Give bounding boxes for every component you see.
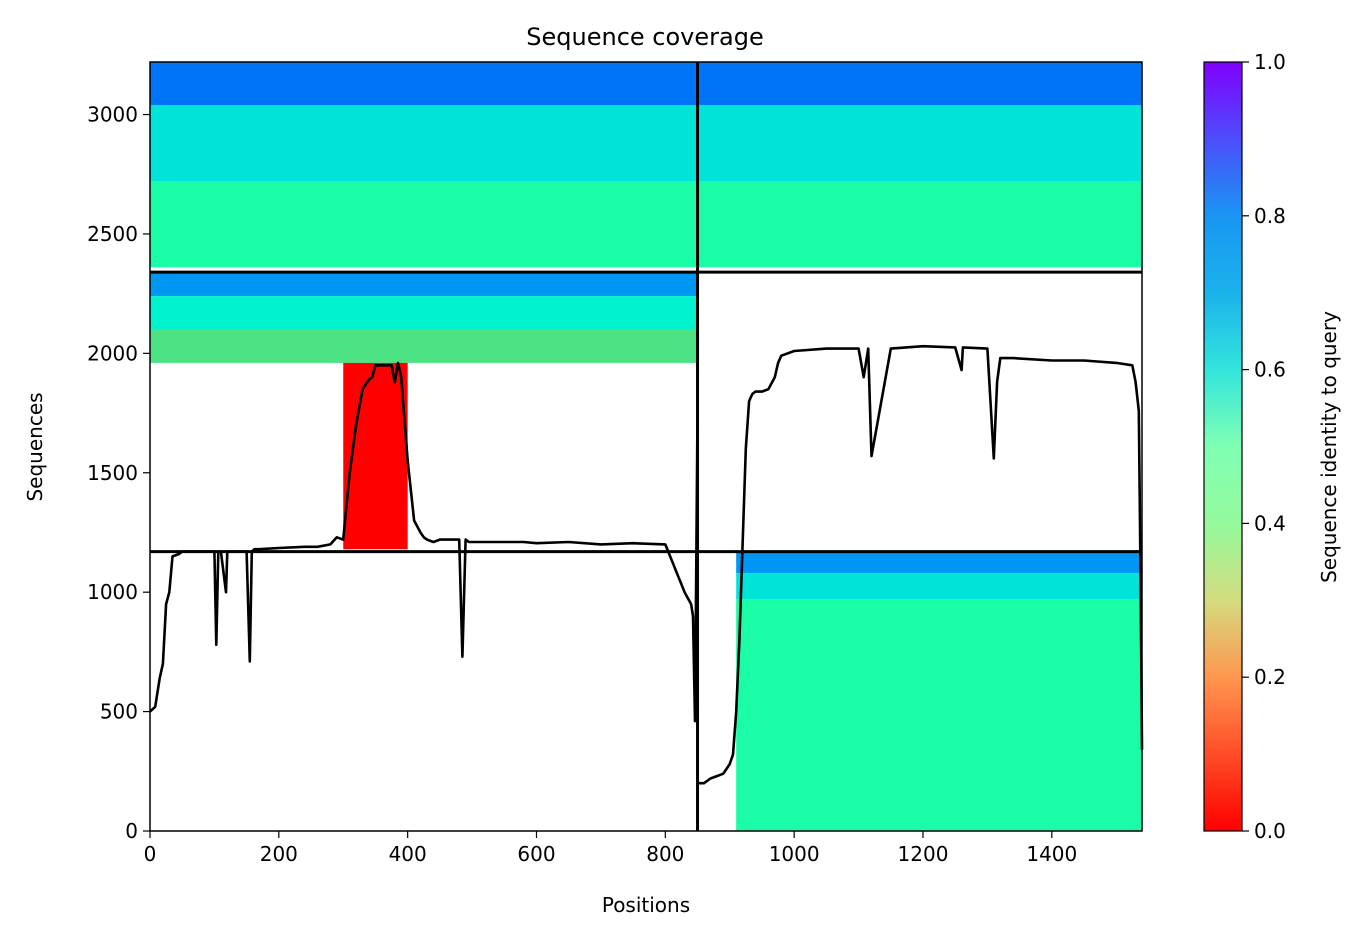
coverage-block-7	[150, 296, 698, 330]
coverage-lines	[149, 344, 1144, 785]
x-tick-label: 0	[144, 842, 157, 866]
y-tick-label: 2000	[87, 341, 138, 365]
coverage-block-9	[343, 362, 408, 550]
x-tick-label: 1000	[769, 842, 820, 866]
coverage-block-12	[736, 599, 1142, 831]
colorbar-tick-label: 0.8	[1254, 204, 1286, 228]
coverage-block-10	[736, 551, 1142, 574]
coverage-block-2	[150, 181, 698, 268]
colorbar-label: Sequence identity to query	[1317, 311, 1341, 583]
coverage-block-3	[697, 62, 1142, 105]
coverage-line-0	[149, 361, 699, 723]
plot-area	[149, 61, 1144, 832]
coverage-block-5	[697, 181, 1142, 268]
x-tick-label: 1400	[1026, 842, 1077, 866]
plot-frame	[149, 61, 1143, 832]
x-tick-label: 400	[389, 842, 427, 866]
colorbar-ticks: 0.0 0.2 0.4 0.6 0.8 1.0	[1242, 50, 1286, 843]
chart-title: Sequence coverage	[526, 23, 763, 51]
x-tick-label: 600	[517, 842, 555, 866]
coverage-line-1	[697, 344, 1144, 785]
coverage-blocks	[150, 62, 1142, 831]
y-tick-label: 3000	[87, 103, 138, 127]
colorbar-tick-label: 1.0	[1254, 50, 1286, 74]
colorbar-tick-label: 0.0	[1254, 819, 1286, 843]
x-axis: 0 200 400 600 800 1000 1200 1400	[144, 831, 1077, 866]
y-tick-label: 1500	[87, 461, 138, 485]
y-tick-label: 2500	[87, 222, 138, 246]
y-axis: 0 500 1000 1500 2000 2500 3000	[87, 103, 150, 843]
colorbar-tick-label: 0.4	[1254, 511, 1286, 535]
x-axis-label: Positions	[602, 893, 690, 917]
coverage-block-1	[150, 104, 698, 182]
y-tick-label: 0	[125, 819, 138, 843]
coverage-block-6	[150, 272, 698, 297]
x-tick-label: 1200	[898, 842, 949, 866]
colorbar: 0.0 0.2 0.4 0.6 0.8 1.0 Sequence identity to …	[1203, 50, 1341, 843]
colorbar-tick-label: 0.2	[1254, 665, 1286, 689]
colorbar-gradient	[1203, 61, 1243, 832]
x-tick-label: 800	[646, 842, 684, 866]
coverage-block-4	[697, 104, 1142, 182]
y-tick-label: 500	[100, 700, 138, 724]
coverage-block-8	[150, 329, 698, 363]
y-axis-label: Sequences	[23, 392, 47, 501]
x-tick-label: 200	[260, 842, 298, 866]
coverage-block-0	[150, 62, 698, 105]
colorbar-tick-label: 0.6	[1254, 358, 1286, 382]
coverage-block-11	[736, 573, 1142, 600]
y-tick-label: 1000	[87, 580, 138, 604]
